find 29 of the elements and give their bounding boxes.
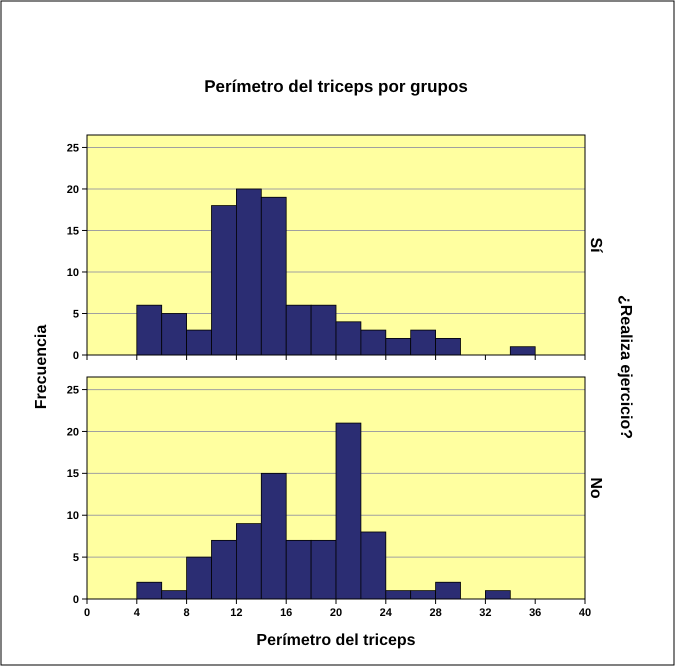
x-tick-label: 0 — [84, 607, 90, 619]
y-tick-label: 20 — [66, 184, 79, 196]
y2-axis-title: No — [587, 477, 604, 499]
x-tick-label: 24 — [380, 607, 393, 619]
x-tick-label: 20 — [330, 607, 342, 619]
y-tick-label: 10 — [66, 266, 79, 279]
x-tick-label: 40 — [578, 607, 592, 619]
y-tick-label: 15 — [66, 225, 79, 238]
y-tick-label: 5 — [72, 552, 79, 564]
x-tick-label: 4 — [134, 607, 141, 619]
x-tick-label: 16 — [280, 607, 292, 619]
y-tick-label: 5 — [72, 308, 79, 320]
x-tick-label: 32 — [479, 607, 492, 619]
y-tick-label: 25 — [66, 384, 79, 396]
y-tick-label: 10 — [66, 510, 79, 522]
chart-title: Perímetro del triceps por grupos — [204, 77, 468, 96]
y-tick-label: 20 — [66, 426, 79, 438]
y-tick-label: 0 — [72, 350, 79, 362]
x-tick-label: 8 — [184, 607, 190, 619]
x-axis-title: Perímetro del triceps — [256, 632, 416, 649]
y-tick-label: 25 — [66, 142, 79, 154]
y2-axis-title: Sí — [587, 237, 604, 254]
x-tick-label: 36 — [529, 607, 542, 619]
y-axis-title: Frecuencia — [33, 324, 50, 410]
text: ¿Realiza ejercicio? — [617, 294, 634, 440]
x-tick-label: 28 — [429, 607, 442, 619]
y-tick-label: 0 — [72, 594, 79, 606]
x-tick-label: 12 — [230, 607, 243, 619]
y-tick-label: 15 — [66, 468, 79, 480]
